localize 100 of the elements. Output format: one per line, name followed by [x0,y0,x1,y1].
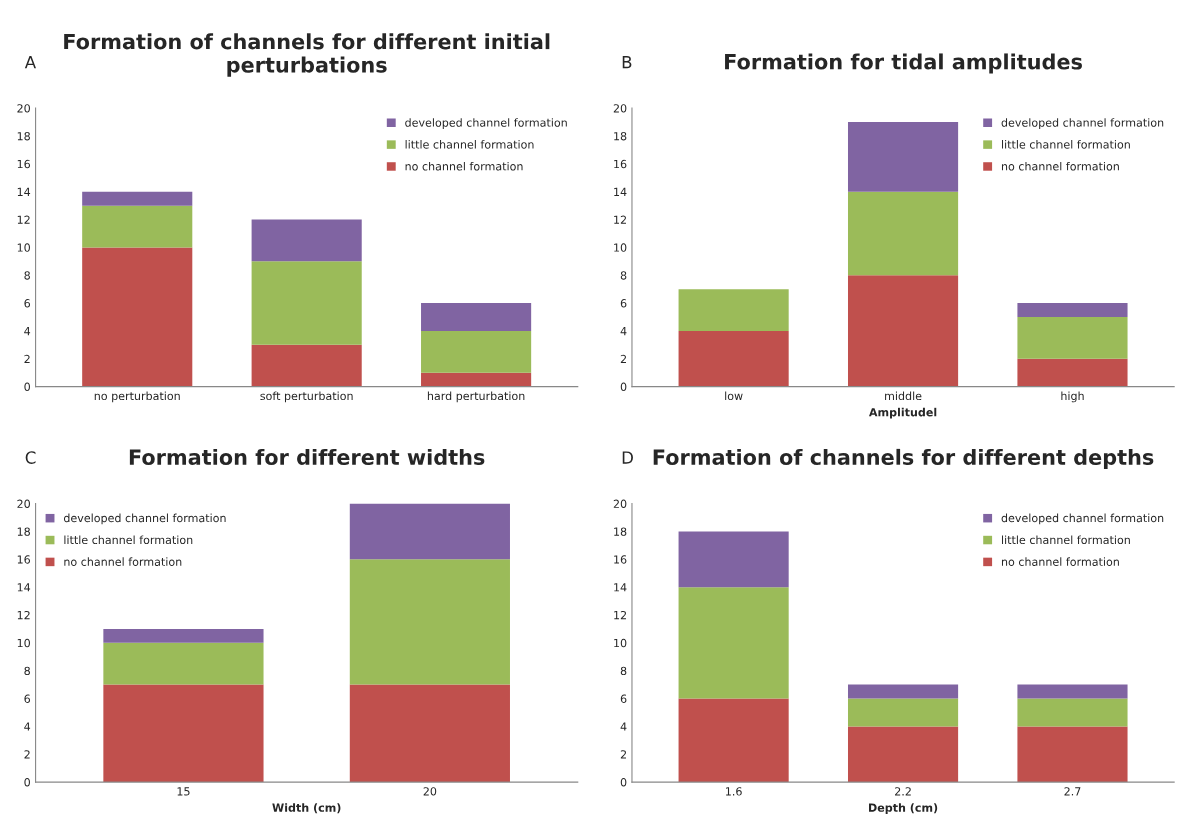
y-tick-label: 12 [17,215,30,224]
y-tick-label: 6 [24,694,31,703]
x-axis-title: Width (cm) [272,803,341,814]
bar [847,122,959,192]
x-tick-label: soft perturbation [260,391,353,403]
text: C [25,451,36,464]
bar [251,344,362,387]
y-tick-label: 8 [620,666,627,676]
y-tick-label: 0 [620,778,627,787]
y-tick-label: 0 [24,382,30,392]
y-tick-label: 14 [614,187,627,196]
legend-label: little channel formation [405,140,534,149]
text: D [622,451,633,464]
bar [82,191,193,206]
bar [678,587,789,699]
x-axis-title: Depth (cm) [869,803,938,814]
bar [82,247,193,387]
bar [349,559,510,685]
legend-label: no channel formation [64,557,182,566]
y-tick-label: 16 [614,555,627,564]
y-tick-label: 14 [614,583,627,592]
legend-label: no channel formation [1001,557,1119,566]
y-tick-label: 0 [24,778,30,787]
x-tick-label: 2.2 [895,787,911,796]
bar [1017,317,1128,359]
y-tick-label: 18 [17,527,30,536]
bar [103,684,264,783]
y-tick-label: 4 [620,327,627,336]
y-tick-label: 8 [620,271,627,280]
x-tick-label: 1.6 [726,787,742,796]
y-tick-label: 16 [17,555,31,564]
bar [82,205,193,248]
y-tick-label: 16 [614,159,627,169]
bar [251,219,362,262]
y-tick-label: 16 [17,159,31,169]
chart-title: Formation of channels for different initial perturbations [64,33,550,77]
bar [847,191,959,276]
legend-label: developed channel formation [1001,513,1164,525]
y-tick-label: 4 [24,327,31,336]
legend-label: developed channel formation [1001,118,1164,129]
x-tick-label: 20 [423,787,437,796]
bar [349,684,510,783]
y-tick-label: 10 [614,243,627,252]
y-tick-label: 8 [24,666,30,676]
x-tick-label: low [725,391,743,401]
bar [1017,698,1128,727]
y-tick-label: 10 [17,243,30,252]
y-tick-label: 2 [24,750,30,759]
bar [847,726,959,783]
bar [847,275,959,387]
y-tick-label: 12 [614,610,626,620]
y-tick-label: 2 [620,750,626,759]
bar [1017,726,1128,783]
y-tick-label: 0 [620,382,627,392]
x-axis-title: Amplitudel [868,407,937,419]
bar [1017,358,1128,387]
y-tick-label: 2 [24,354,30,364]
x-tick-label: 15 [177,787,190,796]
y-tick-label: 18 [17,131,30,141]
bar [847,698,959,727]
y-tick-label: 6 [620,694,627,703]
y-tick-label: 18 [614,131,627,141]
bar [103,628,264,643]
y-tick-label: 10 [17,638,30,648]
y-tick-label: 14 [17,583,31,592]
bar [251,261,362,345]
y-tick-label: 14 [17,187,31,196]
chart-title: Formation for different widths [129,448,485,466]
legend-label: little channel formation [1002,535,1130,545]
y-tick-label: 12 [17,610,30,620]
bar [421,330,532,373]
y-tick-label: 4 [620,722,627,731]
bar [678,289,789,331]
legend-label: little channel formation [64,535,193,545]
text: B [622,56,632,69]
y-tick-label: 8 [24,271,30,280]
legend-label: little channel formation [1002,140,1130,149]
bar [421,303,532,331]
chart-title: Formation for tidal amplitudes [725,53,1082,74]
bar [1017,303,1128,318]
x-tick-label: no perturbation [94,391,180,403]
y-tick-label: 6 [24,299,31,308]
y-tick-label: 20 [17,104,30,113]
x-tick-label: middle [885,391,922,401]
legend-label: no channel formation [405,161,523,171]
y-tick-label: 12 [614,215,626,224]
bar [678,698,789,783]
bar [678,531,789,588]
x-tick-label: high [1061,391,1084,403]
y-tick-label: 6 [620,299,627,308]
y-tick-label: 20 [613,104,627,113]
bar [103,642,264,685]
bar [1017,684,1128,699]
text: A [24,56,36,69]
legend-label: developed channel formation [405,118,567,129]
bar [847,684,959,699]
y-tick-label: 18 [614,527,627,536]
bar [349,503,510,560]
legend-label: no channel formation [1001,161,1119,171]
chart-title: Formation of channels for different depths [653,448,1154,470]
